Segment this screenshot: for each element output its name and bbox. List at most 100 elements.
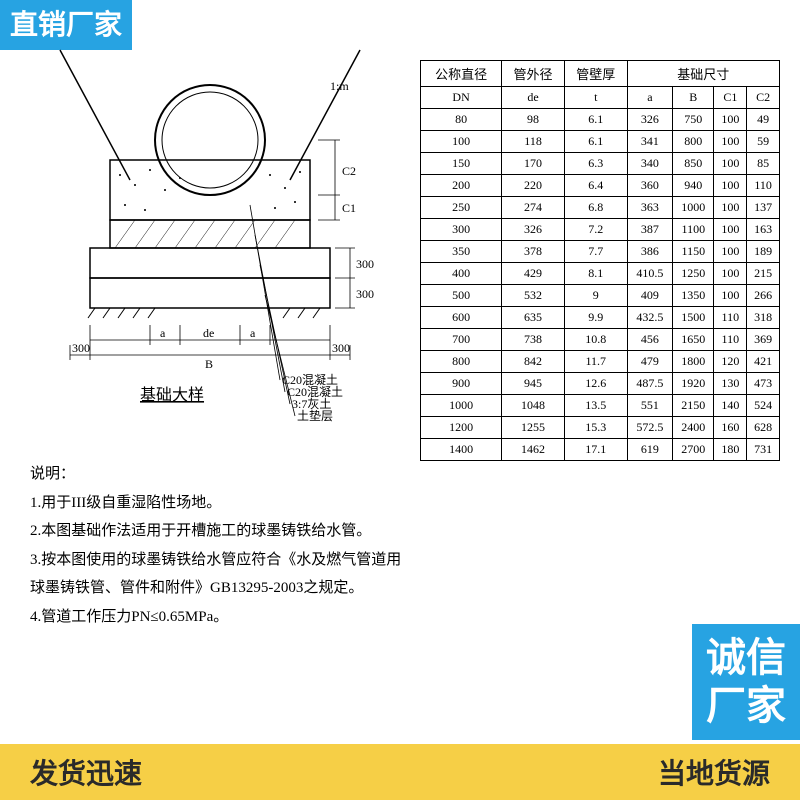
- table-cell: 189: [747, 241, 780, 263]
- table-cell: 738: [502, 329, 565, 351]
- table-cell: 140: [714, 395, 747, 417]
- table-cell: 341: [627, 131, 673, 153]
- table-cell: 750: [673, 109, 714, 131]
- table-cell: 1650: [673, 329, 714, 351]
- th-sub-dn: DN: [421, 87, 502, 109]
- table-cell: 160: [714, 417, 747, 439]
- table-cell: 326: [627, 109, 673, 131]
- table-cell: 572.5: [627, 417, 673, 439]
- label-B: B: [205, 357, 213, 371]
- table-cell: 363: [627, 197, 673, 219]
- table-row: 50053294091350100266: [421, 285, 780, 307]
- table-cell: 1500: [673, 307, 714, 329]
- table-cell: 13.5: [564, 395, 627, 417]
- table-row: 90094512.6487.51920130473: [421, 373, 780, 395]
- table-cell: 85: [747, 153, 780, 175]
- table-cell: 274: [502, 197, 565, 219]
- table-cell: 100: [714, 131, 747, 153]
- label-margin-right: 300: [332, 341, 350, 355]
- table-cell: 350: [421, 241, 502, 263]
- table-cell: 432.5: [627, 307, 673, 329]
- table-cell: 100: [714, 109, 747, 131]
- table-cell: 378: [502, 241, 565, 263]
- table-cell: 110: [714, 329, 747, 351]
- table-row: 3503787.73861150100189: [421, 241, 780, 263]
- table-cell: 628: [747, 417, 780, 439]
- table-cell: 386: [627, 241, 673, 263]
- note-item: 4.管道工作压力PN≤0.65MPa。: [30, 603, 410, 632]
- table-cell: 800: [421, 351, 502, 373]
- label-h1: 300: [356, 257, 374, 271]
- table-cell: 600: [421, 307, 502, 329]
- th-sub-B: B: [673, 87, 714, 109]
- label-a-right: a: [250, 326, 256, 340]
- table-cell: 7.7: [564, 241, 627, 263]
- th-sub-de: de: [502, 87, 565, 109]
- table-row: 2002206.4360940100110: [421, 175, 780, 197]
- table-cell: 1400: [421, 439, 502, 461]
- table-cell: 850: [673, 153, 714, 175]
- label-slope: 1:m: [330, 79, 349, 93]
- table-cell: 6.1: [564, 131, 627, 153]
- table-cell: 1462: [502, 439, 565, 461]
- notes-block: 说明： 1.用于III级自重湿陷性场地。 2.本图基础作法适用于开槽施工的球墨铸…: [30, 460, 410, 631]
- table-cell: 326: [502, 219, 565, 241]
- table-cell: 100: [714, 197, 747, 219]
- table-cell: 49: [747, 109, 780, 131]
- table-cell: 9: [564, 285, 627, 307]
- table-cell: 900: [421, 373, 502, 395]
- table-cell: 619: [627, 439, 673, 461]
- table-cell: 6.8: [564, 197, 627, 219]
- table-cell: 318: [747, 307, 780, 329]
- table-cell: 300: [421, 219, 502, 241]
- table-cell: 180: [714, 439, 747, 461]
- table-cell: 400: [421, 263, 502, 285]
- table-cell: 11.7: [564, 351, 627, 373]
- table-cell: 80: [421, 109, 502, 131]
- table-row: 70073810.84561650110369: [421, 329, 780, 351]
- th-t: 管壁厚: [564, 61, 627, 87]
- table-cell: 250: [421, 197, 502, 219]
- table-row: 1000104813.55512150140524: [421, 395, 780, 417]
- table-cell: 1200: [421, 417, 502, 439]
- table-cell: 1800: [673, 351, 714, 373]
- table-row: 3003267.23871100100163: [421, 219, 780, 241]
- diagram-title: 基础大样: [140, 386, 204, 404]
- table-cell: 6.1: [564, 109, 627, 131]
- table-cell: 6.4: [564, 175, 627, 197]
- table-cell: 479: [627, 351, 673, 373]
- table-cell: 731: [747, 439, 780, 461]
- table-cell: 220: [502, 175, 565, 197]
- table-cell: 429: [502, 263, 565, 285]
- label-a-left: a: [160, 326, 166, 340]
- table-cell: 1000: [673, 197, 714, 219]
- table-cell: 409: [627, 285, 673, 307]
- table-row: 4004298.1410.51250100215: [421, 263, 780, 285]
- label-margin-left: 300: [72, 341, 90, 355]
- table-cell: 2700: [673, 439, 714, 461]
- table-cell: 360: [627, 175, 673, 197]
- dimension-table: 公称直径 管外径 管壁厚 基础尺寸 DN de t a B C1 C2 8098…: [420, 60, 780, 461]
- table-cell: 98: [502, 109, 565, 131]
- th-sub-t: t: [564, 87, 627, 109]
- table-cell: 17.1: [564, 439, 627, 461]
- table-cell: 1000: [421, 395, 502, 417]
- th-sub-C1: C1: [714, 87, 747, 109]
- table-cell: 100: [714, 285, 747, 307]
- table-cell: 110: [714, 307, 747, 329]
- table-cell: 100: [714, 175, 747, 197]
- bottom-bar: 发货迅速 当地货源: [0, 744, 800, 800]
- th-de: 管外径: [502, 61, 565, 87]
- table-cell: 100: [421, 131, 502, 153]
- table-cell: 163: [747, 219, 780, 241]
- table-cell: 100: [714, 263, 747, 285]
- bottom-left-text: 发货迅速: [30, 752, 142, 792]
- table-cell: 266: [747, 285, 780, 307]
- table-cell: 1048: [502, 395, 565, 417]
- label-de: de: [203, 326, 214, 340]
- table-cell: 130: [714, 373, 747, 395]
- table-cell: 100: [714, 241, 747, 263]
- table-cell: 120: [714, 351, 747, 373]
- th-dn: 公称直径: [421, 61, 502, 87]
- table-row: 80986.132675010049: [421, 109, 780, 131]
